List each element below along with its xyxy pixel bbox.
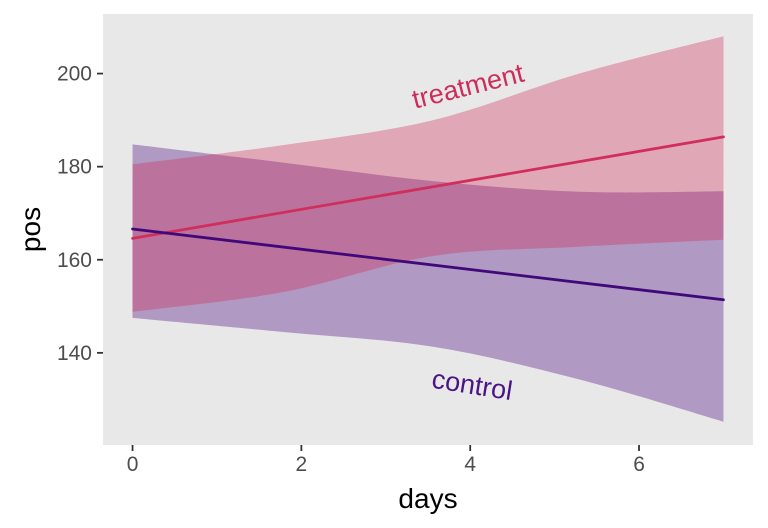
- plot-panel: [103, 14, 753, 445]
- regression-lines: [131, 135, 725, 302]
- y-axis-title: pos: [15, 207, 46, 252]
- y-tick-label: 140: [57, 342, 92, 365]
- treatment-line: [131, 135, 725, 240]
- x-axis-ticks: 0 2 4 6: [127, 445, 645, 476]
- treatment-confidence-band: [132, 36, 724, 312]
- control-line: [131, 227, 725, 302]
- x-tick-label: 4: [464, 453, 476, 476]
- y-tick-label: 200: [57, 63, 92, 86]
- x-tick-label: 2: [296, 453, 308, 476]
- x-tick-label: 6: [633, 453, 645, 476]
- y-axis-ticks: 140 160 180 200: [57, 63, 103, 365]
- y-tick-label: 180: [57, 156, 92, 179]
- x-tick-label: 0: [127, 453, 139, 476]
- y-tick-label: 160: [57, 249, 92, 272]
- x-axis-title: days: [398, 483, 457, 514]
